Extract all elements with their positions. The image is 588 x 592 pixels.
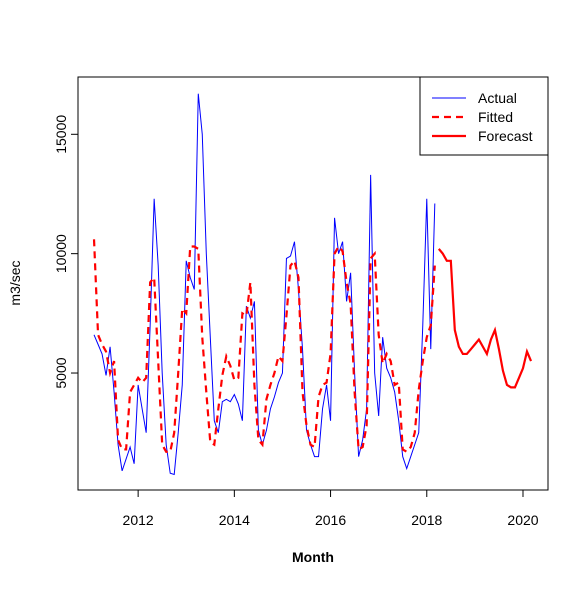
y-tick-label: 15000 bbox=[53, 115, 69, 154]
legend-box bbox=[419, 76, 549, 156]
x-tick-label: 2020 bbox=[507, 512, 538, 528]
x-tick-label: 2016 bbox=[315, 512, 346, 528]
series-line bbox=[437, 248, 533, 389]
y-axis-label: m3/sec bbox=[7, 260, 23, 305]
series-line bbox=[93, 93, 436, 476]
legend-label: Fitted bbox=[478, 109, 513, 125]
x-axis-label: Month bbox=[292, 549, 334, 565]
x-tick-label: 2018 bbox=[411, 512, 442, 528]
series-line bbox=[92, 239, 436, 454]
x-tick-label: 2014 bbox=[219, 512, 250, 528]
x-tick-label: 2012 bbox=[123, 512, 154, 528]
legend-label: Actual bbox=[478, 90, 517, 106]
y-tick-label: 5000 bbox=[53, 357, 69, 388]
plot-frame bbox=[77, 76, 549, 491]
y-tick-label: 10000 bbox=[53, 234, 69, 273]
legend-label: Forecast bbox=[478, 128, 533, 144]
